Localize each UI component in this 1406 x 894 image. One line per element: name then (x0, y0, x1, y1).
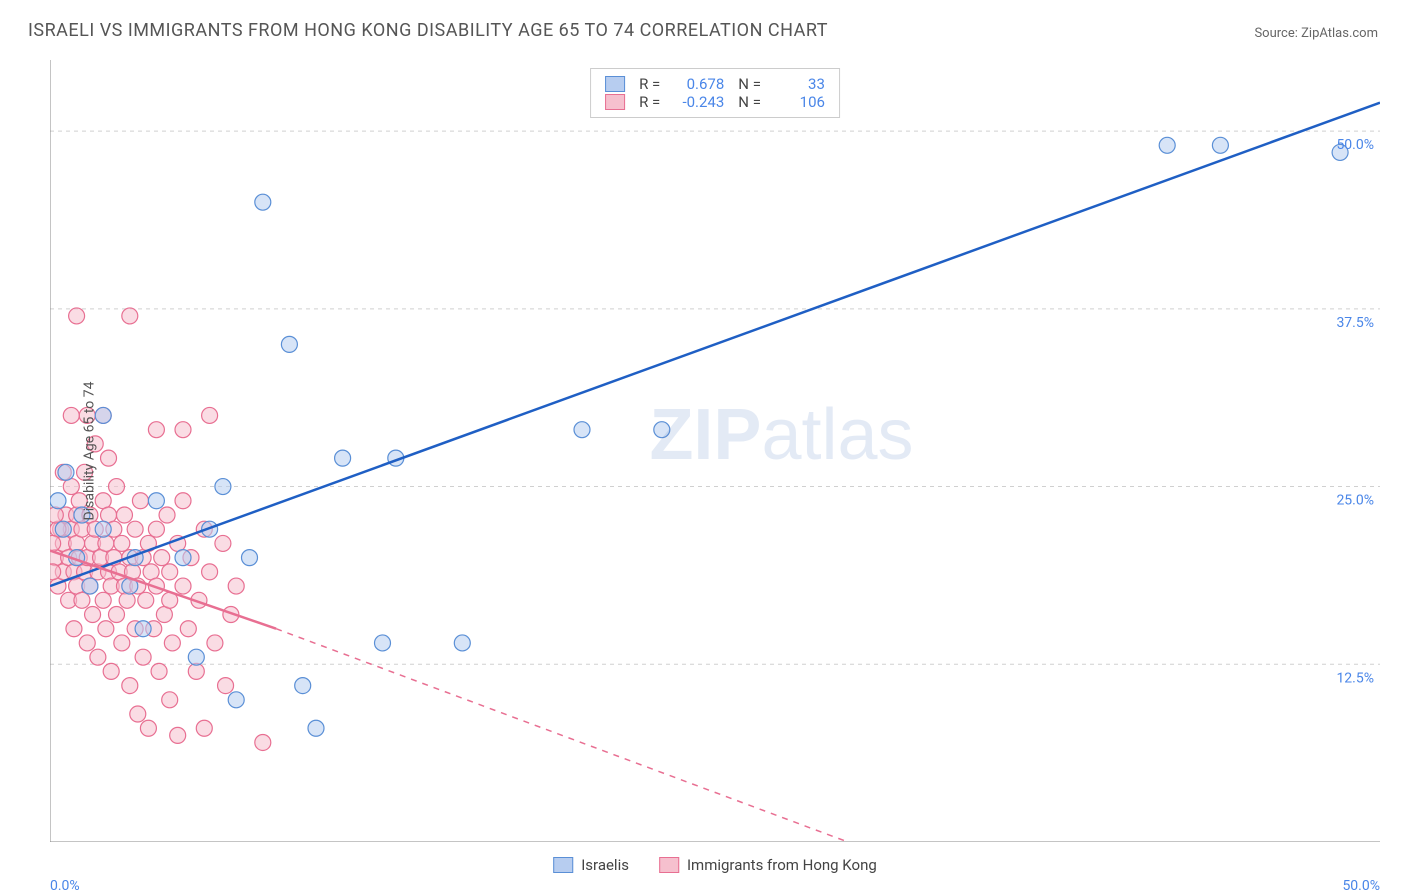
n-label: N = (738, 75, 761, 93)
svg-text:25.0%: 25.0% (1336, 493, 1374, 509)
trend-lines (50, 103, 1380, 842)
source-attribution: Source: ZipAtlas.com (1254, 26, 1378, 41)
y-tick-labels: 12.5% 25.0% 37.5% 50.0% (1336, 137, 1374, 686)
svg-text:50.0%: 50.0% (1336, 137, 1374, 153)
y-axis-label: Disability Age 65 to 74 (81, 382, 97, 521)
r-label: R = (639, 75, 660, 93)
svg-text:12.5%: 12.5% (1336, 670, 1374, 686)
scatter-plot: 12.5% 25.0% 37.5% 50.0% (50, 60, 1380, 842)
source-label: Source: (1254, 26, 1297, 41)
n-label: N = (738, 93, 761, 111)
legend: Israelis Immigrants from Hong Kong (553, 856, 877, 874)
n-value-1: 33 (775, 75, 825, 93)
legend-item-1: Israelis (553, 856, 629, 874)
r-value-2: -0.243 (674, 93, 724, 111)
legend-swatch-1 (553, 857, 573, 873)
chart-title: ISRAELI VS IMMIGRANTS FROM HONG KONG DIS… (28, 20, 828, 41)
swatch-series-2 (605, 94, 625, 110)
scatter-points (50, 137, 1348, 750)
r-label: R = (639, 93, 660, 111)
swatch-series-1 (605, 76, 625, 92)
svg-text:37.5%: 37.5% (1336, 315, 1374, 331)
stats-row-2: R = -0.243 N = 106 (605, 93, 825, 111)
legend-item-2: Immigrants from Hong Kong (659, 856, 877, 874)
chart-container: Disability Age 65 to 74 12.5% 25.0% 37.5% 5… (50, 60, 1380, 842)
stats-row-1: R = 0.678 N = 33 (605, 75, 825, 93)
legend-label-1: Israelis (581, 856, 629, 874)
source-link[interactable]: ZipAtlas.com (1301, 26, 1378, 41)
n-value-2: 106 (775, 93, 825, 111)
legend-swatch-2 (659, 857, 679, 873)
grid (50, 131, 1380, 664)
stats-box: R = 0.678 N = 33 R = -0.243 N = 106 (590, 68, 840, 118)
legend-label-2: Immigrants from Hong Kong (687, 856, 877, 874)
r-value-1: 0.678 (674, 75, 724, 93)
